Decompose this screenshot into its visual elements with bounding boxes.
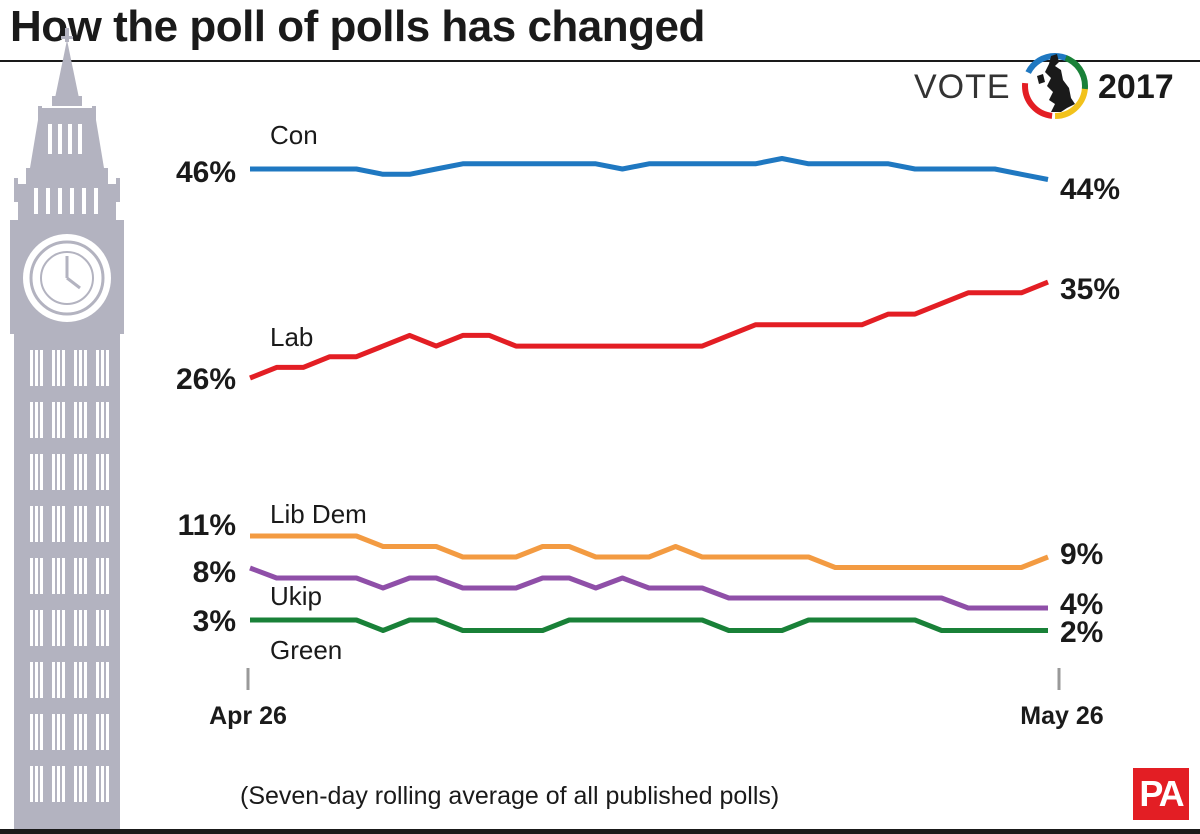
- x-tick-label-start: Apr 26: [209, 702, 287, 730]
- start-label-ukip: 8%: [193, 556, 236, 589]
- series-name-green: Green: [270, 635, 342, 665]
- series-line-lab: [249, 279, 1049, 381]
- page-title: How the poll of polls has changed: [10, 2, 705, 51]
- series-line-lib-dem: [250, 533, 1049, 570]
- title-divider: [0, 60, 1200, 62]
- chart-footnote: (Seven-day rolling average of all publis…: [240, 782, 780, 810]
- uk-map-vote-logo-icon: [1022, 53, 1088, 119]
- start-label-green: 3%: [193, 605, 236, 638]
- series-name-lab: Lab: [270, 322, 313, 352]
- series-line-green: [250, 617, 1048, 633]
- bottom-divider: [0, 829, 1200, 834]
- start-label-lab: 26%: [176, 363, 236, 396]
- vote-word: VOTE: [914, 68, 1011, 106]
- end-label-con: 44%: [1060, 173, 1120, 206]
- series-name-lib-dem: Lib Dem: [270, 499, 367, 529]
- x-tick-label-end: May 26: [1020, 702, 1103, 730]
- end-label-green: 2%: [1060, 616, 1103, 649]
- start-label-lib-dem: 11%: [178, 509, 236, 542]
- series-line-con: [250, 156, 1049, 182]
- end-label-ukip: 4%: [1060, 588, 1103, 621]
- series-name-ukip: Ukip: [270, 581, 322, 611]
- end-label-lab: 35%: [1060, 273, 1120, 306]
- pa-logo: PA: [1133, 768, 1189, 820]
- big-ben-icon: [10, 28, 124, 834]
- series-line-ukip: [249, 565, 1048, 611]
- vote-year: 2017: [1098, 68, 1174, 106]
- end-label-lib-dem: 9%: [1060, 538, 1103, 571]
- start-label-con: 46%: [176, 156, 236, 189]
- series-name-con: Con: [270, 120, 318, 150]
